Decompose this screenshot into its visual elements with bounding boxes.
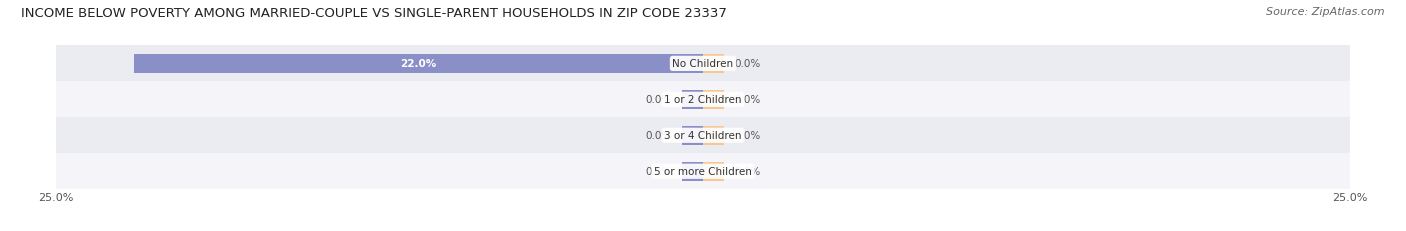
Text: 0.0%: 0.0% <box>734 95 761 105</box>
Bar <box>56 46 1350 82</box>
Bar <box>703 91 724 109</box>
Bar <box>56 154 1350 189</box>
Text: 0.0%: 0.0% <box>645 131 672 141</box>
Bar <box>56 118 1350 154</box>
Bar <box>682 126 703 145</box>
Text: 1 or 2 Children: 1 or 2 Children <box>664 95 742 105</box>
Text: Source: ZipAtlas.com: Source: ZipAtlas.com <box>1267 7 1385 17</box>
Text: 0.0%: 0.0% <box>734 131 761 141</box>
Text: 0.0%: 0.0% <box>734 167 761 176</box>
Bar <box>703 162 724 181</box>
Text: 5 or more Children: 5 or more Children <box>654 167 752 176</box>
Bar <box>682 162 703 181</box>
Bar <box>703 55 724 73</box>
Text: 0.0%: 0.0% <box>645 95 672 105</box>
Text: 0.0%: 0.0% <box>734 59 761 69</box>
Text: No Children: No Children <box>672 59 734 69</box>
Bar <box>703 126 724 145</box>
Text: INCOME BELOW POVERTY AMONG MARRIED-COUPLE VS SINGLE-PARENT HOUSEHOLDS IN ZIP COD: INCOME BELOW POVERTY AMONG MARRIED-COUPL… <box>21 7 727 20</box>
Text: 3 or 4 Children: 3 or 4 Children <box>664 131 742 141</box>
Bar <box>682 91 703 109</box>
Bar <box>134 55 703 73</box>
Text: 0.0%: 0.0% <box>645 167 672 176</box>
Bar <box>56 82 1350 118</box>
Text: 22.0%: 22.0% <box>401 59 436 69</box>
